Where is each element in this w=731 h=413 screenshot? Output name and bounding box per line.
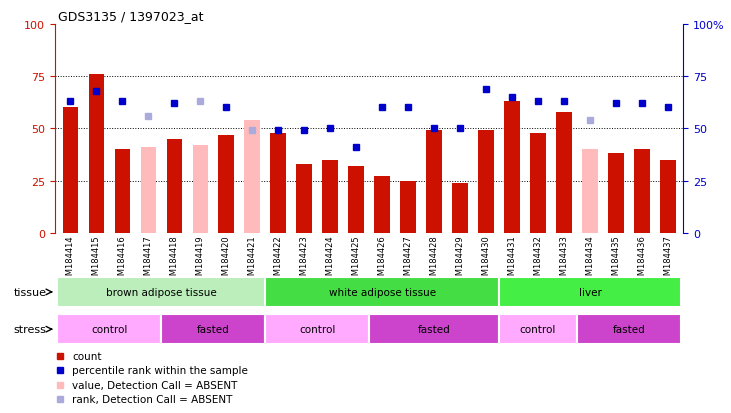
Bar <box>369 315 499 344</box>
Text: control: control <box>299 324 336 335</box>
Text: fasted: fasted <box>417 324 450 335</box>
Bar <box>426 131 442 233</box>
Text: liver: liver <box>578 287 602 297</box>
Text: count: count <box>72 351 102 361</box>
Text: value, Detection Call = ABSENT: value, Detection Call = ABSENT <box>72 380 238 389</box>
Bar <box>530 133 546 233</box>
Bar <box>634 150 650 233</box>
Bar <box>58 315 162 344</box>
Text: GDS3135 / 1397023_at: GDS3135 / 1397023_at <box>58 10 204 23</box>
Bar <box>192 146 208 233</box>
Bar <box>499 278 681 307</box>
Text: rank, Detection Call = ABSENT: rank, Detection Call = ABSENT <box>72 394 232 404</box>
Bar <box>660 160 675 233</box>
Text: control: control <box>91 324 128 335</box>
Bar <box>265 315 369 344</box>
Bar <box>265 278 499 307</box>
Bar <box>58 278 265 307</box>
Bar <box>577 315 681 344</box>
Bar <box>374 177 390 233</box>
Bar <box>140 148 156 233</box>
Bar <box>219 135 234 233</box>
Text: control: control <box>520 324 556 335</box>
Bar <box>582 150 598 233</box>
Bar <box>115 150 130 233</box>
Bar <box>270 133 286 233</box>
Bar <box>162 315 265 344</box>
Bar <box>499 315 577 344</box>
Bar <box>244 121 260 233</box>
Bar <box>296 164 312 233</box>
Bar <box>167 140 182 233</box>
Text: percentile rank within the sample: percentile rank within the sample <box>72 365 249 375</box>
Bar <box>401 181 416 233</box>
Bar <box>608 154 624 233</box>
Bar <box>452 183 468 233</box>
Text: tissue: tissue <box>14 287 47 297</box>
Text: white adipose tissue: white adipose tissue <box>328 287 436 297</box>
Text: stress: stress <box>14 324 47 335</box>
Text: fasted: fasted <box>613 324 645 335</box>
Text: fasted: fasted <box>197 324 230 335</box>
Bar <box>478 131 494 233</box>
Bar <box>504 102 520 233</box>
Bar <box>63 108 78 233</box>
Bar <box>322 160 338 233</box>
Bar <box>88 75 105 233</box>
Bar <box>349 166 364 233</box>
Text: brown adipose tissue: brown adipose tissue <box>106 287 216 297</box>
Bar <box>556 112 572 233</box>
